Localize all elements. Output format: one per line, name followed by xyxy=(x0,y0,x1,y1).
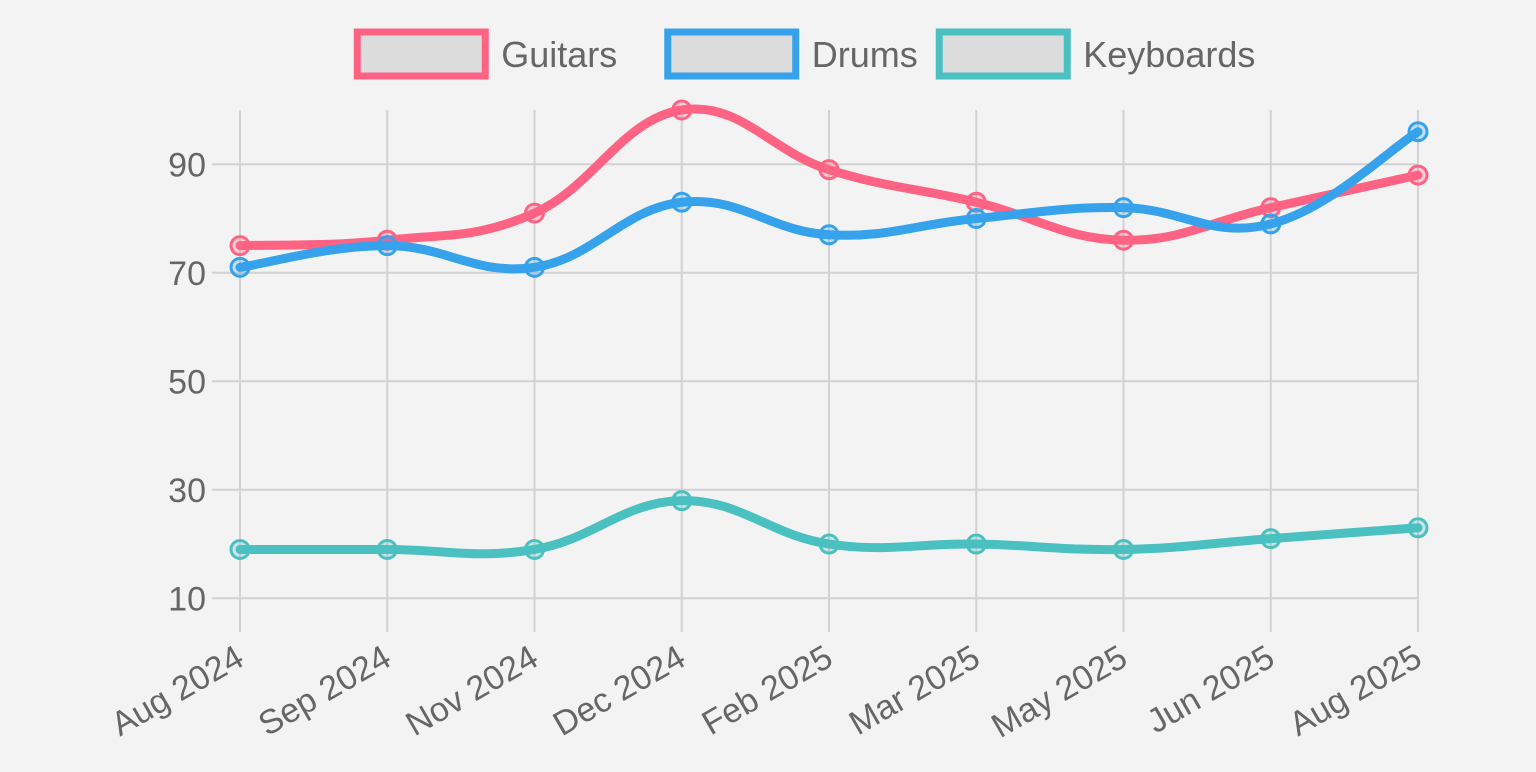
data-point[interactable] xyxy=(671,490,693,512)
x-tick-label: Jun 2025 xyxy=(1141,638,1281,741)
x-axis-ticks: Aug 2024 Sep 2024 Nov 2024 Dec 2024 Feb 2025… xyxy=(105,638,1428,746)
data-point[interactable] xyxy=(1407,164,1429,186)
legend-item-guitars[interactable]: Guitars xyxy=(353,28,617,80)
y-tick-label: 70 xyxy=(168,255,206,293)
data-point[interactable] xyxy=(1260,528,1282,550)
data-point[interactable] xyxy=(1260,213,1282,235)
data-point[interactable] xyxy=(229,235,251,257)
data-point[interactable] xyxy=(1113,197,1134,219)
data-point[interactable] xyxy=(818,159,840,181)
legend-label: Keyboards xyxy=(1083,34,1255,75)
data-point[interactable] xyxy=(1407,517,1429,539)
x-tick-label: Dec 2024 xyxy=(547,638,692,744)
data-point[interactable] xyxy=(1407,121,1429,143)
x-tick-label: Aug 2024 xyxy=(105,638,250,744)
data-point[interactable] xyxy=(671,191,693,213)
legend-label: Drums xyxy=(812,34,918,75)
data-point[interactable] xyxy=(818,224,840,246)
data-point[interactable] xyxy=(524,202,545,224)
series-lines xyxy=(229,99,1429,560)
legend-swatch xyxy=(935,28,1071,80)
data-point[interactable] xyxy=(818,533,840,555)
series-line xyxy=(235,496,1423,559)
series-keyboards xyxy=(229,490,1429,560)
x-tick-label: Mar 2025 xyxy=(843,638,986,743)
data-point[interactable] xyxy=(1113,229,1134,251)
x-tick-label: May 2025 xyxy=(985,638,1133,746)
data-point[interactable] xyxy=(1260,197,1282,219)
legend-item-drums[interactable]: Drums xyxy=(664,28,918,80)
x-tick-label: Nov 2024 xyxy=(399,638,544,744)
legend-swatch xyxy=(664,28,800,80)
data-point[interactable] xyxy=(524,538,545,560)
y-axis-ticks: 10 30 50 70 90 xyxy=(168,146,206,618)
legend-swatch xyxy=(353,28,489,80)
x-tick-label: Sep 2024 xyxy=(252,638,397,744)
legend-label: Guitars xyxy=(501,34,617,75)
data-point[interactable] xyxy=(229,538,251,560)
series-line xyxy=(235,127,1423,274)
data-point[interactable] xyxy=(965,191,987,213)
data-point[interactable] xyxy=(524,256,545,278)
data-point[interactable] xyxy=(376,235,398,257)
y-tick-label: 90 xyxy=(168,146,206,184)
y-tick-label: 50 xyxy=(168,363,206,401)
x-tick-label: Aug 2025 xyxy=(1283,638,1428,744)
series-drums xyxy=(229,121,1429,278)
x-tick-label: Feb 2025 xyxy=(696,638,839,743)
y-tick-label: 10 xyxy=(168,580,206,618)
data-point[interactable] xyxy=(671,99,693,121)
data-point[interactable] xyxy=(1113,538,1134,560)
data-point[interactable] xyxy=(965,208,987,230)
data-point[interactable] xyxy=(376,538,398,560)
y-tick-label: 30 xyxy=(168,472,206,510)
data-point[interactable] xyxy=(229,256,251,278)
legend-item-keyboards[interactable]: Keyboards xyxy=(935,28,1255,80)
legend: Guitars Drums Keyboards xyxy=(353,28,1255,80)
data-point[interactable] xyxy=(965,533,987,555)
